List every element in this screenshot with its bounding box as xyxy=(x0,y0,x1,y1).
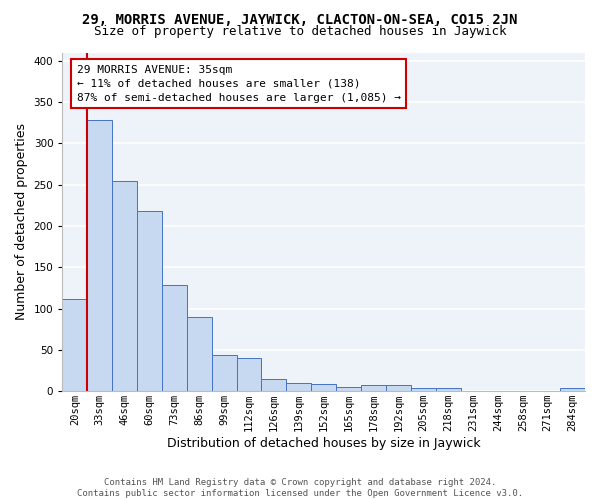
Bar xyxy=(236,358,262,391)
Bar xyxy=(311,384,336,391)
Bar xyxy=(336,387,361,391)
Y-axis label: Number of detached properties: Number of detached properties xyxy=(15,124,28,320)
Bar xyxy=(262,379,286,391)
Text: Size of property relative to detached houses in Jaywick: Size of property relative to detached ho… xyxy=(94,25,506,38)
Bar xyxy=(436,388,461,391)
Bar xyxy=(386,384,411,391)
Bar xyxy=(361,386,386,391)
Text: 29, MORRIS AVENUE, JAYWICK, CLACTON-ON-SEA, CO15 2JN: 29, MORRIS AVENUE, JAYWICK, CLACTON-ON-S… xyxy=(82,12,518,26)
Bar xyxy=(62,298,87,391)
X-axis label: Distribution of detached houses by size in Jaywick: Distribution of detached houses by size … xyxy=(167,437,481,450)
Bar xyxy=(87,120,112,391)
Bar xyxy=(560,388,585,391)
Text: 29 MORRIS AVENUE: 35sqm
← 11% of detached houses are smaller (138)
87% of semi-d: 29 MORRIS AVENUE: 35sqm ← 11% of detache… xyxy=(77,65,401,103)
Bar xyxy=(187,317,212,391)
Bar xyxy=(212,355,236,391)
Bar xyxy=(162,284,187,391)
Bar xyxy=(286,383,311,391)
Text: Contains HM Land Registry data © Crown copyright and database right 2024.
Contai: Contains HM Land Registry data © Crown c… xyxy=(77,478,523,498)
Bar xyxy=(112,180,137,391)
Bar xyxy=(411,388,436,391)
Bar xyxy=(137,211,162,391)
